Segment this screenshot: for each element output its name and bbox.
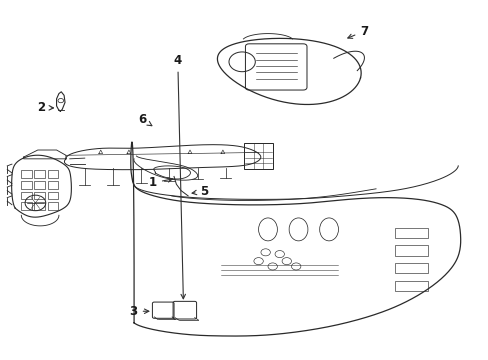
- Bar: [21, 192, 32, 199]
- Bar: [21, 202, 32, 210]
- Bar: [35, 181, 45, 189]
- Bar: [47, 171, 58, 178]
- Text: 2: 2: [38, 101, 53, 114]
- Text: 1: 1: [148, 176, 172, 189]
- Bar: [47, 192, 58, 199]
- Bar: [21, 181, 32, 189]
- Bar: [394, 228, 427, 238]
- Bar: [47, 181, 58, 189]
- Bar: [35, 171, 45, 178]
- Bar: [394, 263, 427, 274]
- Bar: [35, 202, 45, 210]
- Bar: [394, 245, 427, 256]
- Text: 4: 4: [173, 54, 185, 299]
- Text: 7: 7: [347, 24, 367, 39]
- Bar: [47, 202, 58, 210]
- Bar: [394, 280, 427, 291]
- Bar: [21, 171, 32, 178]
- Text: 6: 6: [138, 113, 152, 126]
- Text: 3: 3: [129, 305, 148, 318]
- Bar: [35, 192, 45, 199]
- Text: 5: 5: [192, 185, 208, 198]
